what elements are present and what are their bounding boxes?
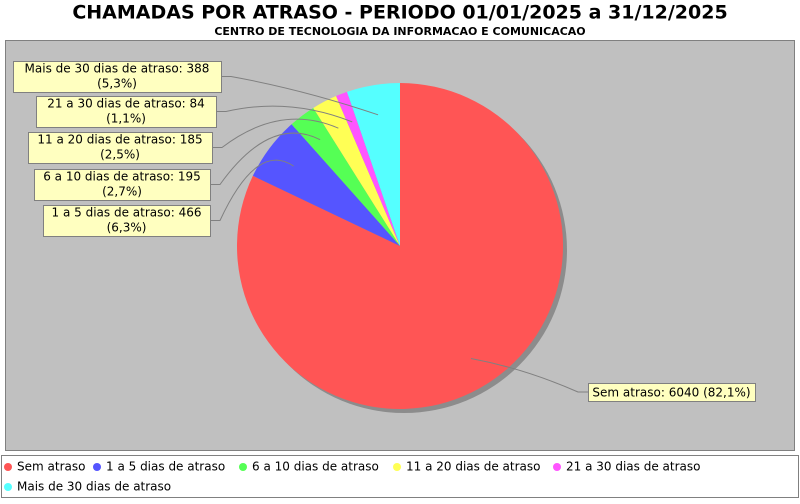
label-link [216, 105, 353, 123]
legend-swatch [239, 463, 247, 471]
data-label: (5,3%) [97, 77, 137, 91]
data-label: Mais de 30 dias de atraso: 388 [25, 62, 210, 76]
pie-slice [336, 91, 400, 247]
legend-swatch [93, 463, 101, 471]
pie-slice [346, 83, 400, 246]
legend-swatch [4, 483, 12, 491]
label-link [470, 357, 588, 393]
legend-label: Sem atraso [17, 460, 85, 474]
legend-label: 6 a 10 dias de atraso [252, 460, 379, 474]
label-box [34, 169, 211, 201]
data-label: (6,3%) [107, 221, 147, 235]
legend-swatch [393, 463, 401, 471]
data-label: 11 a 20 dias de atraso: 185 [37, 133, 202, 147]
pie-slice [291, 107, 400, 246]
data-label: 6 a 10 dias de atraso: 195 [43, 170, 201, 184]
label-box [28, 132, 213, 164]
legend-label: 1 a 5 dias de atraso [106, 460, 225, 474]
label-box [43, 205, 211, 237]
label-box [588, 383, 756, 402]
pie-slice [236, 83, 564, 410]
data-label: 1 a 5 dias de atraso: 466 [52, 206, 202, 220]
label-link [210, 132, 321, 185]
data-label: (2,5%) [100, 148, 140, 162]
label-box [13, 61, 222, 93]
label-link [210, 159, 294, 221]
chart-subtitle: CENTRO DE TECNOLOGIA DA INFORMACAO E COM… [214, 25, 585, 38]
label-link [221, 76, 379, 116]
data-label: 21 a 30 dias de atraso: 84 [47, 97, 205, 111]
label-box [36, 96, 217, 128]
data-label: (2,7%) [102, 185, 142, 199]
legend-swatch [4, 463, 12, 471]
label-link [212, 118, 339, 148]
data-label: (1,1%) [106, 112, 146, 126]
legend-swatch [553, 463, 561, 471]
legend-label: 11 a 20 dias de atraso [406, 460, 540, 474]
pie-slice [252, 124, 400, 246]
legend-label: 21 a 30 dias de atraso [566, 460, 700, 474]
data-label: Sem atraso: 6040 (82,1%) [592, 386, 750, 400]
legend [1, 455, 799, 498]
pie-slice [313, 96, 400, 246]
legend-label: Mais de 30 dias de atraso [17, 480, 171, 494]
chart-title: CHAMADAS POR ATRASO - PERIODO 01/01/2025… [72, 2, 727, 24]
